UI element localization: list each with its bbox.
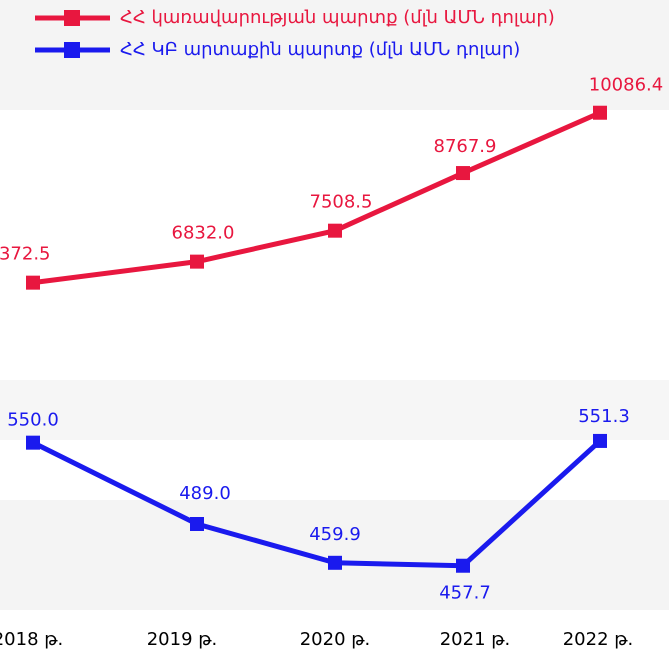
data-label: 457.7 — [439, 583, 491, 604]
data-label: 8767.9 — [434, 136, 497, 157]
data-label: 10086.4 — [589, 75, 663, 96]
data-label: 459.9 — [309, 524, 361, 545]
data-label: 6372.5 — [0, 244, 50, 265]
data-label: 489.0 — [179, 483, 231, 504]
x-tick-label: 2020 թ. — [300, 629, 371, 650]
point-marker — [190, 517, 204, 531]
data-label: 6832.0 — [172, 223, 235, 244]
point-marker — [26, 275, 40, 290]
point-marker — [456, 166, 470, 181]
data-label: 550.0 — [7, 410, 59, 431]
point-marker — [593, 433, 607, 448]
legend-marker — [64, 42, 80, 58]
legend-label: ՀՀ ԿԲ արտաքին պարտք (մլն ԱՄՆ դոլար) — [120, 39, 520, 60]
point-marker — [456, 558, 470, 573]
point-marker — [190, 254, 204, 269]
x-tick-label: 2021 թ. — [440, 629, 511, 650]
data-label: 551.3 — [578, 406, 630, 427]
point-marker — [328, 223, 342, 238]
point-marker — [328, 555, 342, 570]
legend-label: ՀՀ կառավարության պարտք (մլն ԱՄՆ դոլար) — [120, 7, 555, 28]
background-texture — [0, 0, 669, 610]
point-marker — [593, 105, 607, 120]
x-tick-label: 2018 թ. — [0, 629, 63, 650]
point-marker — [26, 435, 40, 450]
data-label: 7508.5 — [310, 192, 373, 213]
x-tick-label: 2022 թ. — [563, 629, 634, 650]
legend-marker — [64, 10, 80, 26]
x-tick-label: 2019 թ. — [147, 629, 218, 650]
